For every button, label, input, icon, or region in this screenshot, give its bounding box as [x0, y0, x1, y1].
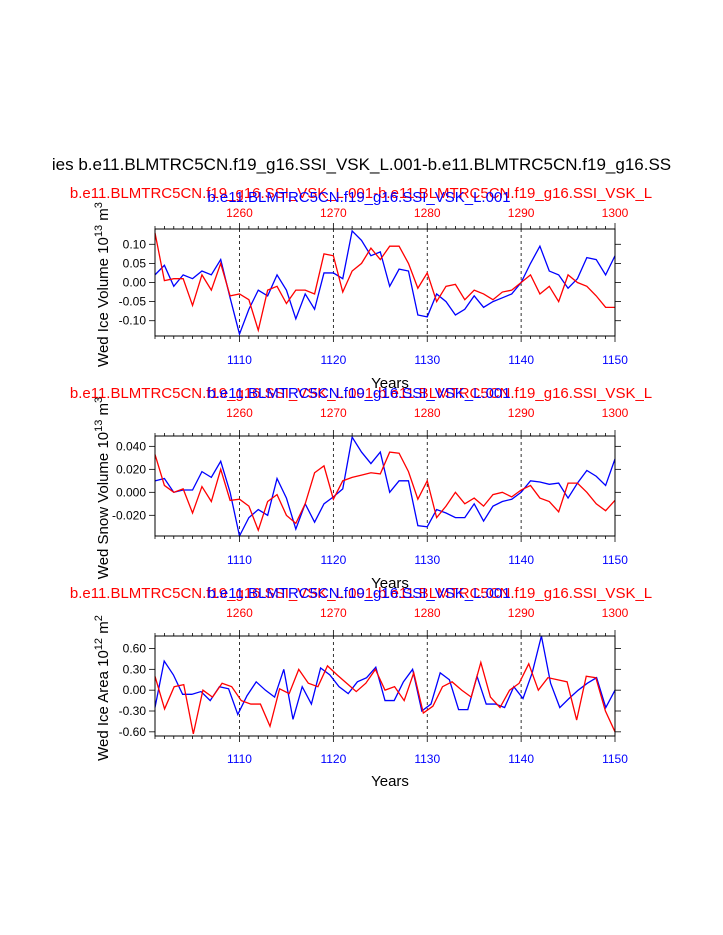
y-tick-label: 0.000 [116, 485, 146, 499]
y-tick-label: 0.040 [116, 439, 146, 453]
y-tick-label: -0.30 [119, 704, 147, 718]
series-line-red [154, 451, 616, 533]
x-tick-label: 1150 [602, 353, 628, 367]
y-axis-label-part: 3 [93, 202, 105, 208]
plot-frame [154, 635, 616, 737]
top-tick-label: 1270 [320, 206, 347, 220]
top-tick-label: 1290 [508, 406, 535, 420]
x-tick-label: 1150 [602, 752, 628, 766]
y-tick-label: 0.00 [123, 276, 147, 290]
series-line-blue [154, 635, 616, 720]
x-axis-label: Years [371, 375, 409, 392]
y-tick-label: -0.60 [119, 725, 147, 739]
series-line-red [154, 232, 615, 333]
x-tick-label: 1110 [227, 553, 252, 567]
y-axis-label-part: m [95, 403, 112, 420]
x-axis-label: Years [371, 773, 409, 790]
series-line-blue [154, 435, 616, 538]
x-tick-label: 1120 [320, 752, 346, 766]
y-axis-label-part: 13 [93, 420, 105, 432]
top-tick-label: 1300 [602, 606, 629, 620]
x-tick-label: 1110 [227, 353, 252, 367]
y-axis-label: Wed Ice Area 1012 m2 [93, 615, 112, 761]
y-tick-label: 0.60 [123, 642, 147, 656]
y-tick-label: 0.10 [123, 237, 147, 251]
chart-title-red: b.e11.BLMTRC5CN.f19_g16.SSI_VSK_L.001-b.… [70, 185, 652, 202]
y-tick-label: 0.05 [123, 256, 147, 270]
page-title: ies b.e11.BLMTRC5CN.f19_g16.SSI_VSK_L.00… [51, 155, 672, 174]
x-tick-label: 1110 [227, 752, 252, 766]
x-tick-label: 1120 [320, 353, 346, 367]
x-tick-label: 1130 [414, 752, 440, 766]
x-axis-label: Years [371, 575, 409, 592]
y-axis-label-part: Wed Ice Area 10 [95, 650, 112, 761]
x-tick-label: 1140 [508, 752, 534, 766]
x-tick-label: 1140 [508, 553, 534, 567]
top-tick-label: 1300 [602, 406, 629, 420]
y-axis-label-part: 2 [93, 615, 105, 621]
chart-title-blue: b.e11.BLMTRC5CN.f19_g16.SSI_VSK_L.001 [207, 189, 510, 206]
chart-title-blue: b.e11.BLMTRC5CN.f19_g16.SSI_VSK_L.001 [207, 585, 510, 602]
x-tick-label: 1120 [320, 553, 346, 567]
chart-title-blue: b.e11.BLMTRC5CN.f19_g16.SSI_VSK_L.001 [207, 385, 510, 402]
y-axis-label-part: m [95, 621, 112, 638]
y-axis-label-part: Wed Ice Volume 10 [95, 237, 112, 367]
top-tick-label: 1290 [508, 206, 535, 220]
top-tick-label: 1270 [320, 606, 347, 620]
y-tick-label: 0.020 [116, 462, 146, 476]
x-tick-label: 1130 [414, 553, 440, 567]
top-tick-label: 1270 [320, 406, 347, 420]
x-tick-label: 1140 [508, 353, 534, 367]
top-tick-label: 1280 [414, 606, 441, 620]
y-tick-label: -0.020 [112, 508, 146, 522]
y-tick-label: -0.05 [119, 295, 147, 309]
top-tick-label: 1260 [226, 206, 253, 220]
y-axis-label-part: 13 [93, 225, 105, 237]
y-tick-label: -0.10 [119, 314, 147, 328]
y-tick-label: 0.30 [123, 662, 147, 676]
chart-title-red: b.e11.BLMTRC5CN.f19_g16.SSI_VSK_L.001-b.… [70, 585, 652, 602]
top-tick-label: 1260 [226, 406, 253, 420]
top-tick-label: 1280 [414, 206, 441, 220]
top-tick-label: 1290 [508, 606, 535, 620]
top-tick-label: 1280 [414, 406, 441, 420]
x-tick-label: 1150 [602, 553, 628, 567]
y-tick-label: 0.00 [123, 683, 147, 697]
chart-title-red: b.e11.BLMTRC5CN.f19_g16.SSI_VSK_L.001-b.… [70, 385, 652, 402]
y-axis-label-part: Wed Snow Volume 10 [95, 432, 112, 579]
y-axis-label: Wed Ice Volume 1013 m3 [93, 202, 112, 367]
y-axis-label-part: 3 [93, 397, 105, 403]
series-line-blue [154, 229, 616, 337]
top-tick-label: 1300 [602, 206, 629, 220]
y-axis-label-part: m [95, 208, 112, 225]
plot-frame [154, 435, 616, 537]
top-tick-label: 1260 [226, 606, 253, 620]
y-axis-label-part: 12 [93, 638, 105, 650]
series-line-red [154, 659, 616, 735]
y-axis-label: Wed Snow Volume 1013 m3 [93, 397, 112, 579]
x-tick-label: 1130 [414, 353, 440, 367]
plot-frame [154, 228, 616, 337]
